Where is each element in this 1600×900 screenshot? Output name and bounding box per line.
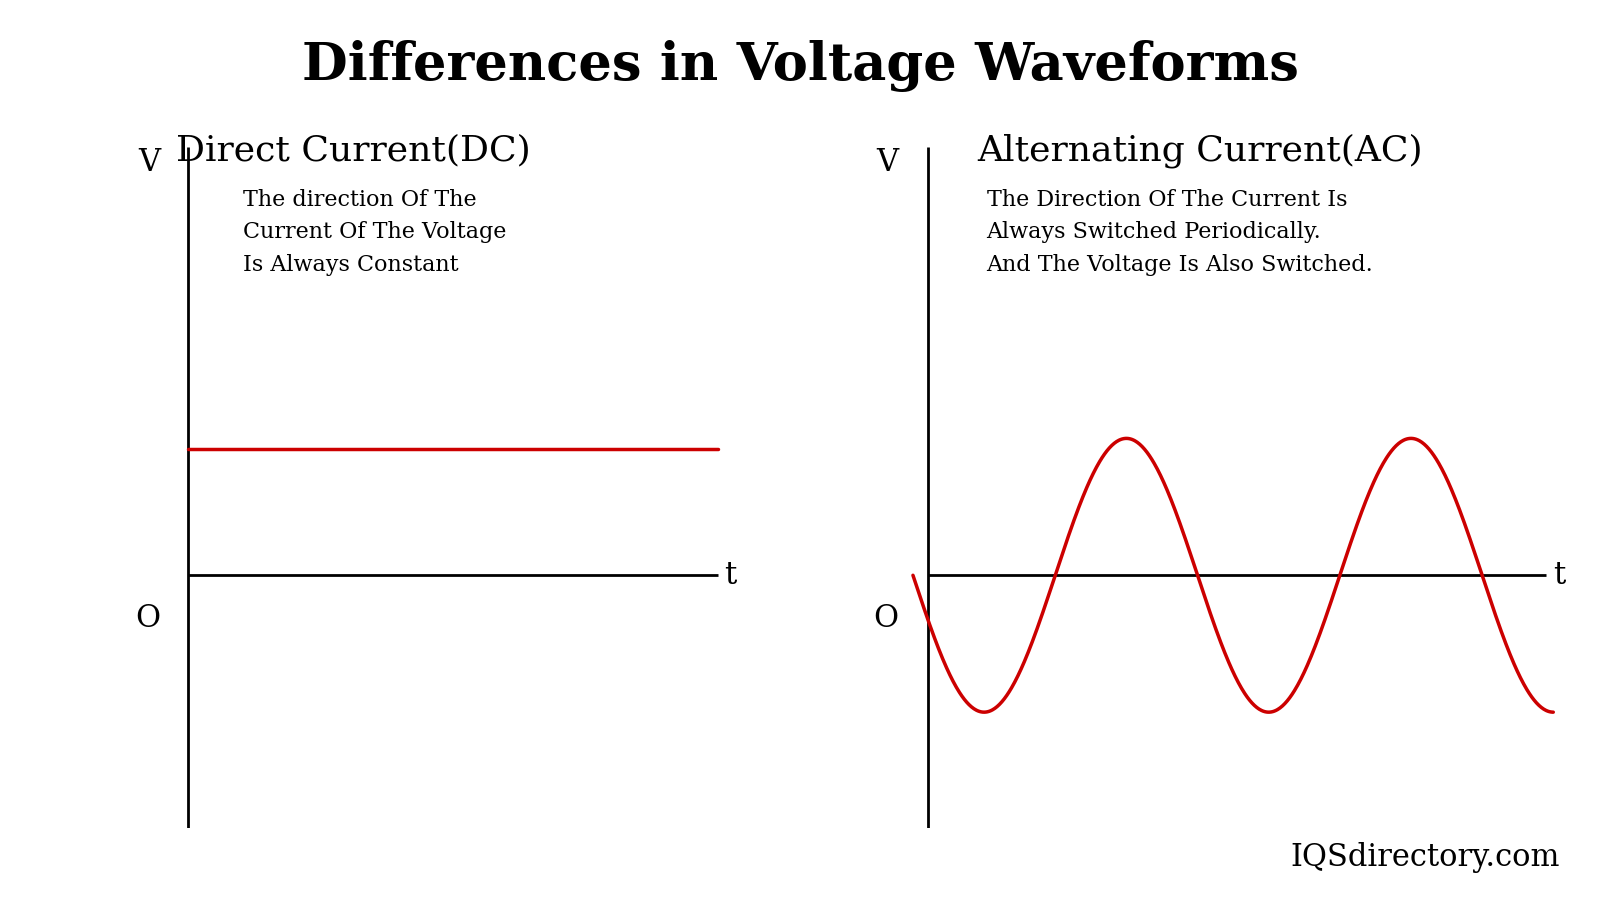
Text: O: O — [134, 603, 160, 634]
Text: O: O — [874, 603, 898, 634]
Text: V: V — [138, 147, 160, 178]
Text: Alternating Current(AC): Alternating Current(AC) — [978, 133, 1422, 167]
Text: The direction Of The
Current Of The Voltage
Is Always Constant: The direction Of The Current Of The Volt… — [243, 189, 506, 275]
Text: t: t — [1554, 560, 1565, 590]
Text: Direct Current(DC): Direct Current(DC) — [176, 133, 530, 167]
Text: Differences in Voltage Waveforms: Differences in Voltage Waveforms — [301, 40, 1299, 93]
Text: V: V — [877, 147, 898, 178]
Text: IQSdirectory.com: IQSdirectory.com — [1291, 842, 1560, 873]
Text: t: t — [725, 560, 736, 590]
Text: The Direction Of The Current Is
Always Switched Periodically.
And The Voltage Is: The Direction Of The Current Is Always S… — [987, 189, 1373, 275]
